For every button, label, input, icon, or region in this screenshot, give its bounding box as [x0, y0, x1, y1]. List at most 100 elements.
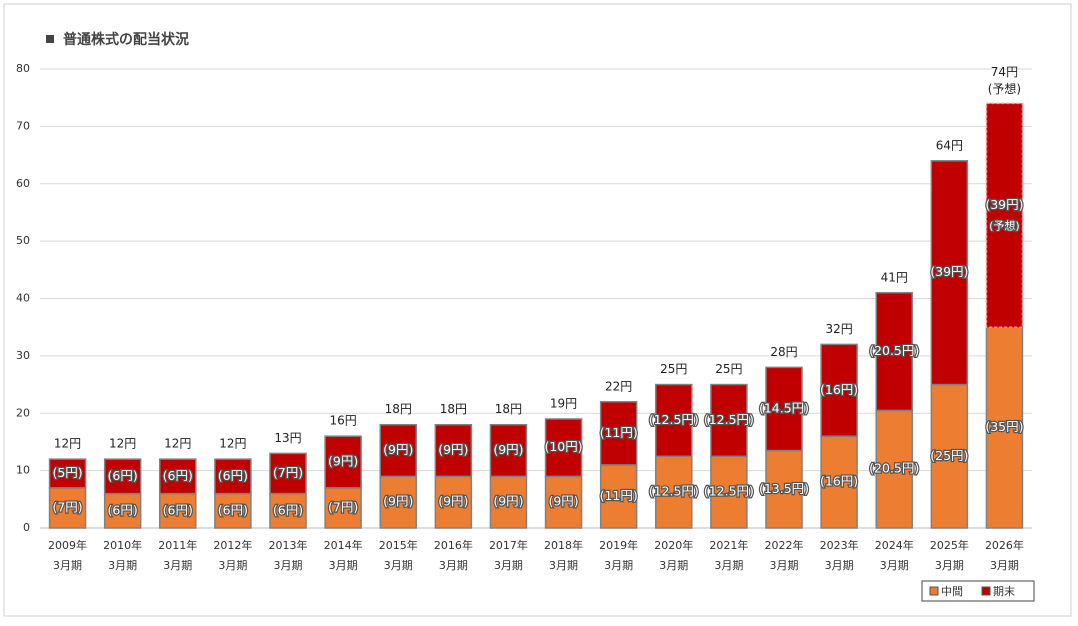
x-tick-label: 2016年: [434, 538, 473, 552]
segment-label: (6円): [108, 502, 138, 517]
total-label: 32円: [825, 322, 852, 336]
segment-label: (9円): [493, 494, 523, 509]
bar-segment: [489, 475, 528, 529]
bar-segment: [930, 160, 969, 386]
bar-segment: [434, 423, 473, 478]
y-tick-label: 60: [16, 177, 30, 190]
bar-segment: [379, 475, 417, 529]
chart-title: 普通株式の配当状況: [63, 31, 189, 48]
total-label: 18円: [440, 402, 467, 416]
total-label: 12円: [219, 437, 246, 451]
total-label: 25円: [660, 362, 687, 376]
y-tick-label: 80: [16, 62, 30, 75]
total-label: 13円: [274, 431, 301, 445]
y-tick-label: 0: [23, 521, 30, 534]
bar-segment: [710, 383, 748, 458]
segment-label: (11円): [600, 488, 638, 503]
segment-label: (16円): [820, 382, 858, 397]
bar-segment: [489, 423, 528, 478]
legend-label: 期末: [993, 584, 1015, 598]
x-tick-label: 3月期: [659, 559, 688, 572]
title-icon: [46, 35, 54, 43]
segment-label: (7円): [328, 499, 358, 514]
x-tick-label: 2022年: [765, 538, 804, 552]
segment-label: (11円): [600, 425, 638, 440]
segment-label: (6円): [218, 502, 248, 517]
segment-label: (12.5円): [649, 484, 699, 499]
segment-label: (12.5円): [704, 484, 754, 499]
x-tick-label: 2020年: [654, 538, 693, 552]
segment-label: (7円): [273, 465, 303, 480]
segment-label: (6円): [218, 468, 248, 483]
y-tick-label: 70: [16, 119, 30, 132]
x-tick-label: 3月期: [549, 559, 578, 572]
total-label: 22円: [605, 379, 632, 393]
x-tick-label: 3月期: [384, 559, 413, 572]
x-tick-label: 2015年: [379, 538, 418, 552]
bar-segment: [655, 455, 693, 529]
bar-segment: [324, 487, 362, 529]
segment-label: (12.5円): [649, 412, 699, 427]
x-tick-label: 2013年: [269, 538, 308, 552]
x-tick-label: 3月期: [439, 559, 468, 572]
x-tick-label: 2014年: [324, 538, 363, 552]
segment-label: (13.5円): [759, 481, 809, 496]
x-tick-label: 3月期: [163, 559, 192, 572]
legend-swatch: [929, 586, 939, 596]
bar-segment: [269, 452, 307, 495]
total-label: 18円: [495, 402, 522, 416]
bar-segment: [48, 487, 87, 529]
segment-label: (9円): [328, 454, 358, 469]
segment-label: (9円): [438, 442, 468, 457]
bar-segment: [599, 464, 638, 529]
bar-segment: [103, 458, 142, 495]
x-tick-label: 2025年: [930, 538, 969, 552]
x-tick-label: 2021年: [709, 538, 748, 552]
total-label: 12円: [54, 437, 81, 451]
y-tick-label: 10: [16, 464, 30, 477]
x-tick-label: 3月期: [880, 559, 909, 572]
bar-segment: [765, 366, 803, 452]
bar-segment: [930, 383, 969, 529]
total-label: 12円: [164, 437, 191, 451]
x-tick-label: 2017年: [489, 538, 528, 552]
y-tick-label: 50: [16, 234, 30, 247]
segment-label: (20.5円): [869, 461, 919, 476]
bar-segment: [324, 435, 362, 489]
x-tick-label: 3月期: [53, 559, 82, 572]
bar-segment: [269, 492, 307, 529]
bar-segment: [765, 449, 803, 529]
segment-label: (9円): [548, 494, 578, 509]
segment-label: (20.5円): [869, 343, 919, 358]
segment-label: (14.5円): [759, 400, 809, 415]
segment-label: (25円): [930, 448, 968, 463]
x-tick-label: 3月期: [329, 559, 358, 572]
segment-label: (6円): [163, 502, 193, 517]
bar-segment: [379, 423, 417, 478]
forecast-note: (予想): [989, 218, 1020, 232]
x-tick-label: 3月期: [274, 559, 303, 572]
total-label: 64円: [936, 138, 963, 152]
segment-label: (9円): [493, 442, 523, 457]
total-label: 28円: [770, 345, 797, 359]
y-tick-label: 30: [16, 349, 30, 362]
x-tick-label: 2024年: [875, 538, 914, 552]
x-tick-label: 3月期: [935, 559, 964, 572]
x-tick-label: 2012年: [213, 538, 252, 552]
bar-segment: [544, 475, 583, 529]
y-tick-label: 20: [16, 406, 30, 419]
x-tick-label: 3月期: [714, 559, 743, 572]
bar-segment: [655, 383, 693, 458]
x-tick-label: 2018年: [544, 538, 583, 552]
total-label: 19円: [550, 396, 577, 410]
segment-label: (5円): [52, 465, 82, 480]
bar-segment: [214, 458, 252, 495]
x-tick-label: 2026年: [985, 538, 1024, 552]
segment-label: (16円): [820, 474, 858, 489]
x-tick-label: 2009年: [48, 538, 87, 552]
x-tick-label: 2019年: [599, 538, 638, 552]
segment-label: (10円): [544, 439, 582, 454]
segment-label: (7円): [52, 499, 82, 514]
legend-label: 中間: [941, 585, 963, 598]
